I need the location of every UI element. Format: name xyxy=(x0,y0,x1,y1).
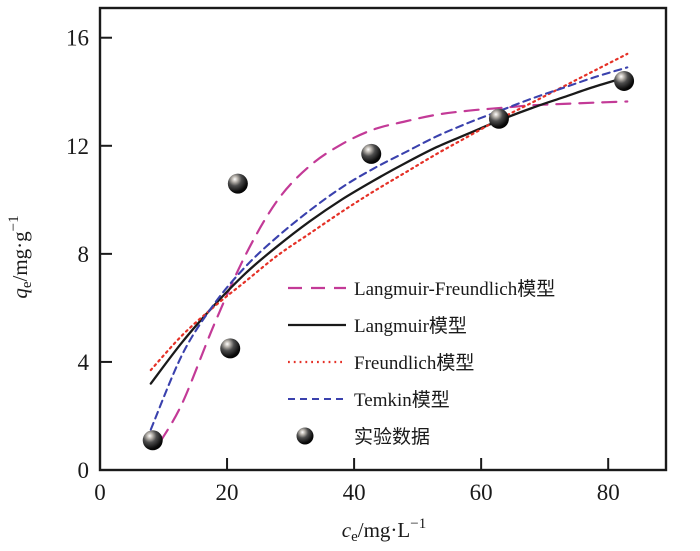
langmuir-model-curve xyxy=(149,75,629,385)
legend-item-langmuir-model: Langmuir模型 xyxy=(288,315,467,337)
legend-label-freundlich-model: Freundlich模型 xyxy=(354,352,474,374)
experimental-data-point-3 xyxy=(361,143,382,164)
experimental-data-point-2 xyxy=(227,173,248,194)
x-tick-label-60: 60 xyxy=(470,480,493,505)
legend-label-temkin-model: Temkin模型 xyxy=(354,389,450,411)
experimental-data-point-5 xyxy=(614,70,635,91)
experimental-data-point-0 xyxy=(142,430,163,451)
y-axis-ticks: 0 4 8 12 16 xyxy=(66,26,112,483)
legend-label-experimental-data: 实验数据 xyxy=(354,426,430,448)
experimental-data-point-1 xyxy=(220,338,241,359)
x-tick-label-40: 40 xyxy=(343,480,366,505)
y-tick-label-16: 16 xyxy=(66,26,89,51)
plot-frame xyxy=(98,6,668,472)
langmuir-freundlich-model-curve xyxy=(159,100,629,443)
experimental-points-layer xyxy=(142,70,635,451)
x-tick-label-0: 0 xyxy=(94,480,106,505)
y-tick-label-0: 0 xyxy=(78,458,90,483)
y-tick-label-4: 4 xyxy=(78,350,90,375)
freundlich-model-curve xyxy=(149,52,629,372)
y-tick-label-8: 8 xyxy=(78,242,90,267)
x-axis-ticks: 0 20 40 60 80 xyxy=(94,458,620,505)
legend-item-experimental-data: 实验数据 xyxy=(296,426,430,448)
x-tick-label-80: 80 xyxy=(597,480,620,505)
legend-label-langmuir-freundlich-model: Langmuir-Freundlich模型 xyxy=(354,278,555,300)
y-axis-title: qe/mg·g−1 xyxy=(6,215,35,298)
legend-item-langmuir-freundlich-model: Langmuir-Freundlich模型 xyxy=(288,278,555,300)
legend-item-freundlich-model: Freundlich模型 xyxy=(288,352,474,374)
legend: Langmuir-Freundlich模型 Langmuir模型 Freundlic… xyxy=(288,278,555,448)
legend-label-langmuir-model: Langmuir模型 xyxy=(354,315,467,337)
temkin-model-curve xyxy=(149,66,629,431)
legend-marker-experimental-data xyxy=(296,427,314,445)
experimental-data-point-4 xyxy=(488,108,509,129)
legend-item-temkin-model: Temkin模型 xyxy=(288,389,450,411)
x-axis-title: ce/mg·L−1 xyxy=(342,516,426,545)
x-tick-label-20: 20 xyxy=(216,480,239,505)
y-tick-label-12: 12 xyxy=(66,134,89,159)
model-curves-layer xyxy=(149,52,629,443)
